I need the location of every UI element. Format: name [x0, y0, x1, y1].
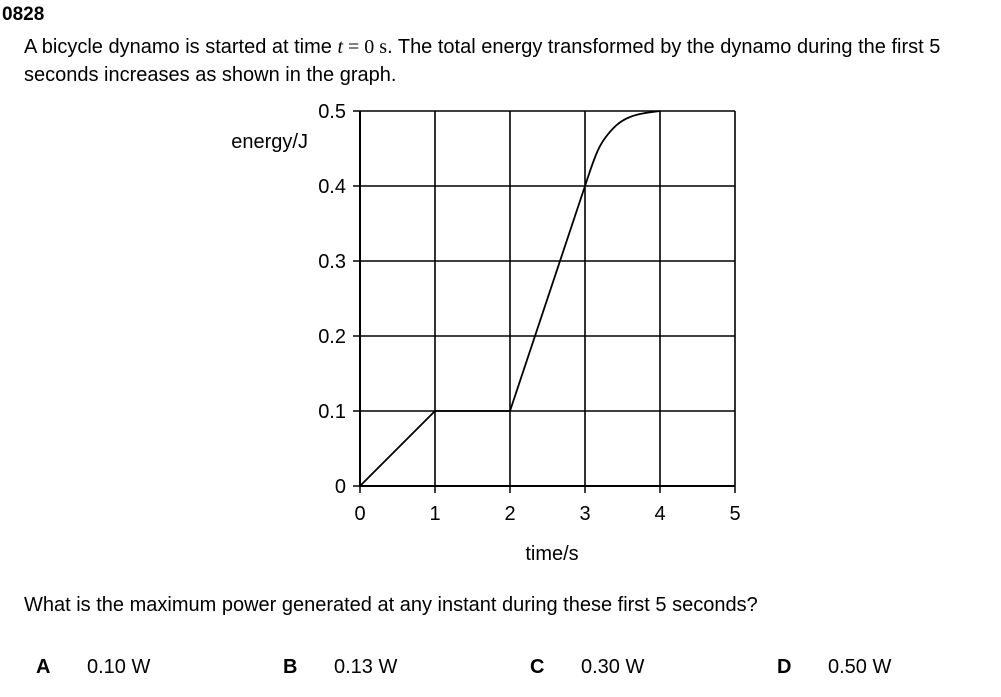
- energy-curve: [359, 110, 661, 487]
- chart-ticks: 0 1 2 3 4 5 0 0.1 0.2 0.3 0.4 0.5: [318, 101, 740, 525]
- option-b-value: 0.13 W: [334, 656, 398, 678]
- stem-equation: = 0 s: [343, 36, 388, 58]
- chart-grid: [359, 110, 736, 487]
- question-stem: A bicycle dynamo is started at time t = …: [24, 33, 999, 89]
- y-axis-title: energy/J: [231, 131, 308, 153]
- option-a-value: 0.10 W: [87, 656, 151, 678]
- option-c-value: 0.30 W: [581, 656, 645, 678]
- option-c-letter: C: [530, 656, 545, 678]
- stem-text-2: . The total energy transformed by the dy…: [24, 36, 941, 86]
- x-tick-label: 2: [504, 503, 515, 525]
- x-axis-title: time/s: [525, 543, 578, 565]
- question-number: 0828: [2, 4, 45, 25]
- x-tick-label: 3: [579, 503, 590, 525]
- option-b-letter: B: [283, 656, 298, 678]
- option-a-letter: A: [36, 656, 51, 678]
- y-tick-label: 0.2: [318, 326, 346, 348]
- stem-variable: t: [337, 36, 344, 58]
- question-text: What is the maximum power generated at a…: [24, 594, 758, 616]
- x-tick-label: 1: [429, 503, 440, 525]
- y-tick-label: 0: [335, 476, 346, 498]
- y-tick-label: 0.4: [318, 176, 346, 198]
- option-d-value: 0.50 W: [828, 656, 892, 678]
- x-tick-label: 4: [654, 503, 665, 525]
- y-tick-label: 0.5: [318, 101, 346, 123]
- stem-text-1: A bicycle dynamo is started at time: [24, 36, 338, 58]
- chart-series: [359, 110, 661, 487]
- y-tick-label: 0.1: [318, 401, 346, 423]
- y-tick-label: 0.3: [318, 251, 346, 273]
- x-tick-label: 0: [354, 503, 365, 525]
- x-tick-label: 5: [729, 503, 740, 525]
- option-d-letter: D: [777, 656, 792, 678]
